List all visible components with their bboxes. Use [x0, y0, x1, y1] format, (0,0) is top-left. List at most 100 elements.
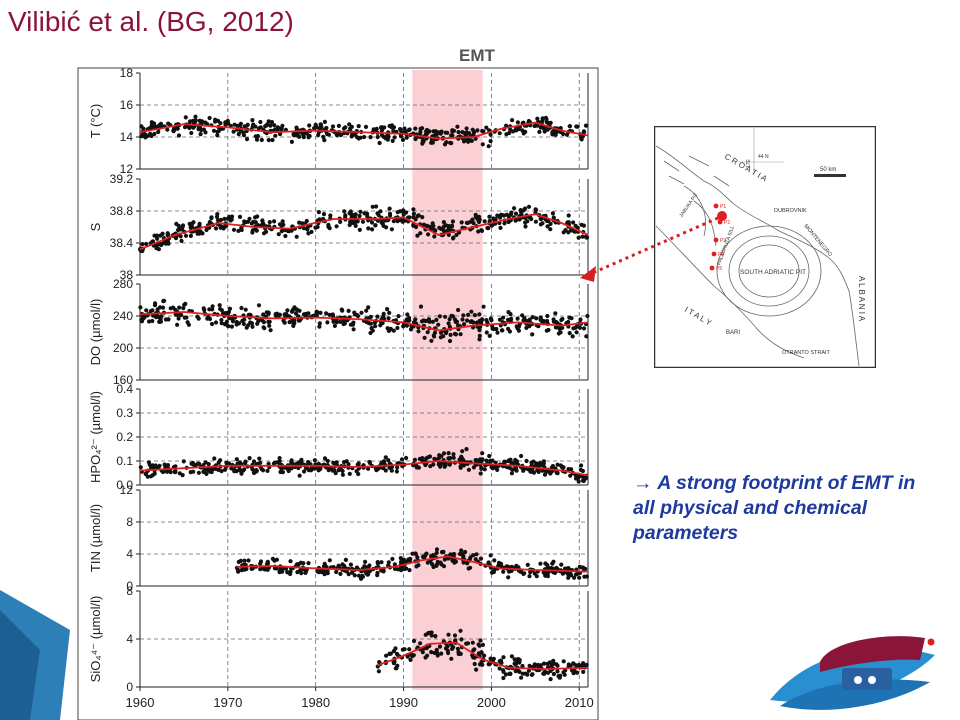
data-point — [322, 138, 327, 143]
data-point — [374, 468, 379, 473]
data-point — [437, 314, 442, 319]
data-point — [389, 468, 394, 473]
data-point — [346, 308, 351, 313]
data-point — [491, 569, 496, 574]
data-point — [347, 222, 352, 228]
data-point — [276, 232, 281, 237]
data-point — [183, 233, 189, 238]
data-point — [443, 314, 448, 319]
data-point — [408, 556, 413, 561]
data-point — [249, 321, 255, 326]
data-point — [210, 307, 215, 312]
data-point — [260, 566, 265, 571]
xtick-label: 2000 — [477, 695, 506, 710]
data-point — [162, 462, 167, 467]
data-point — [447, 317, 452, 322]
trend-line — [376, 641, 589, 670]
panel-ylabel: SiO₄⁴⁻ (µmol/l) — [88, 596, 103, 683]
data-point — [334, 224, 339, 229]
data-point — [267, 323, 272, 328]
data-point — [139, 134, 144, 139]
data-point — [477, 643, 482, 648]
data-point — [289, 139, 294, 144]
data-point — [420, 215, 425, 220]
data-point — [447, 462, 452, 467]
data-point — [342, 209, 347, 214]
data-point — [232, 469, 237, 474]
panel-ylabel: T (°C) — [88, 104, 103, 139]
panel-ytick-label: 12 — [120, 162, 134, 176]
data-point — [533, 219, 539, 224]
data-point — [459, 548, 464, 553]
data-point — [490, 458, 495, 463]
data-point — [342, 563, 347, 568]
data-point — [551, 319, 557, 324]
data-point — [166, 232, 171, 237]
data-point — [369, 220, 375, 225]
data-point — [546, 570, 551, 575]
data-point — [469, 309, 474, 314]
panel-ytick-label: 240 — [113, 309, 133, 323]
data-point — [526, 204, 532, 209]
data-point — [432, 456, 437, 461]
data-point — [243, 307, 248, 312]
data-point — [237, 214, 243, 219]
data-point — [488, 553, 493, 558]
data-point — [478, 471, 483, 476]
data-point — [367, 460, 373, 465]
data-point — [566, 575, 571, 580]
data-point — [315, 224, 320, 230]
panel-ytick-label: 200 — [113, 341, 133, 355]
data-point — [502, 459, 507, 464]
data-point — [461, 313, 466, 318]
data-point — [263, 124, 268, 129]
data-point — [253, 134, 258, 139]
data-point — [286, 229, 291, 234]
data-point — [294, 562, 300, 567]
data-point — [413, 217, 418, 222]
data-point — [500, 328, 505, 333]
data-point — [327, 312, 332, 317]
data-point — [471, 465, 476, 470]
data-point — [556, 674, 561, 679]
data-point — [307, 123, 312, 128]
data-point — [265, 468, 270, 473]
data-point — [451, 551, 457, 557]
data-point — [410, 654, 415, 659]
data-point — [525, 219, 530, 224]
data-point — [424, 646, 429, 651]
data-point — [185, 320, 190, 325]
data-point — [418, 126, 423, 131]
data-point — [163, 241, 168, 246]
panel-ytick-label: 12 — [120, 483, 134, 497]
data-point — [545, 563, 550, 568]
data-point — [240, 318, 245, 323]
data-point — [327, 226, 332, 231]
panel-ylabel: S — [88, 222, 103, 231]
data-point — [533, 463, 538, 468]
data-point — [535, 123, 540, 128]
data-point — [486, 144, 491, 149]
data-point — [481, 304, 486, 309]
data-point — [324, 311, 329, 316]
data-point — [398, 556, 403, 561]
data-point — [300, 221, 305, 226]
data-point — [399, 457, 405, 462]
data-point — [394, 469, 399, 474]
data-point — [182, 302, 187, 307]
data-point — [256, 126, 261, 131]
data-point — [522, 571, 527, 576]
data-point — [584, 334, 589, 339]
data-point — [431, 462, 436, 467]
data-point — [271, 461, 277, 466]
data-point — [239, 305, 244, 311]
data-point — [480, 142, 485, 147]
data-point — [161, 469, 166, 475]
panel-T: 12 14 16 18 T (°C) — [88, 66, 589, 176]
data-point — [343, 214, 348, 220]
data-point — [497, 215, 503, 220]
data-point — [470, 217, 475, 222]
map-station-label: P4 — [718, 252, 724, 258]
data-point — [560, 571, 566, 576]
data-point — [526, 668, 532, 673]
